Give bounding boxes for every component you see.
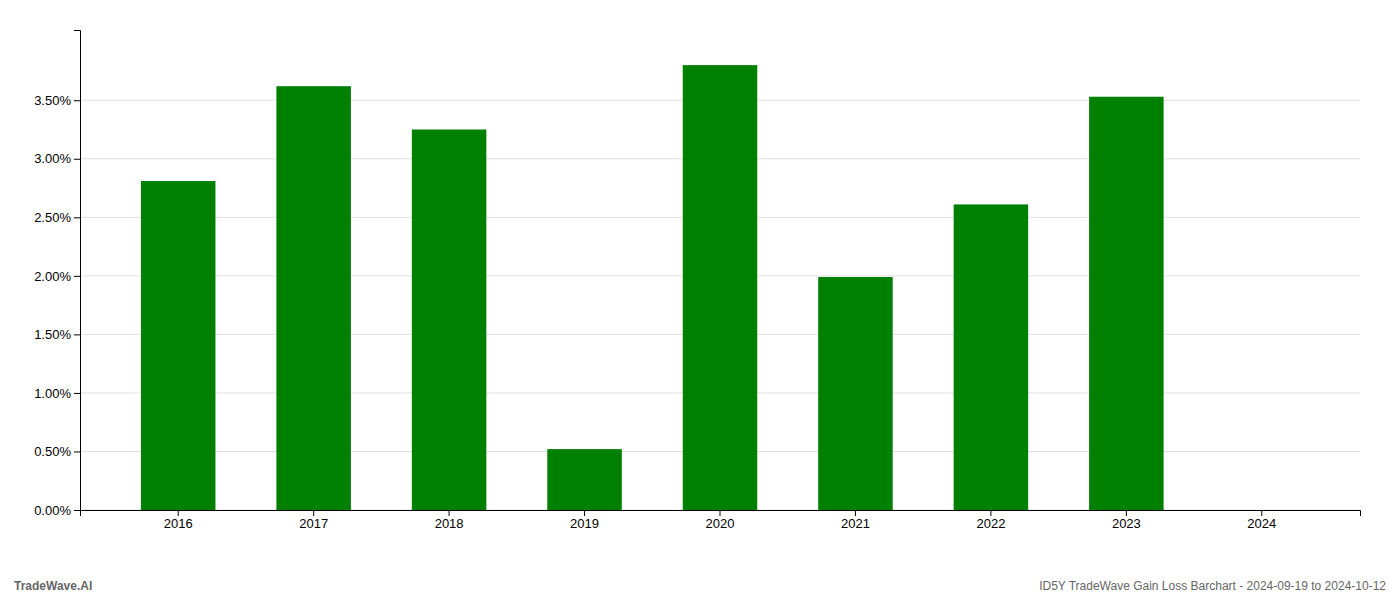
y-tick-label: 1.00% bbox=[34, 386, 71, 401]
bar bbox=[276, 86, 350, 510]
x-tick: 2023 bbox=[1112, 510, 1141, 531]
bar bbox=[1089, 97, 1163, 510]
x-axis-line bbox=[81, 511, 1361, 517]
y-tick-mark bbox=[74, 159, 80, 160]
x-tick-mark bbox=[449, 510, 450, 516]
bar bbox=[412, 130, 486, 510]
y-tick-mark bbox=[74, 217, 80, 218]
bars bbox=[141, 65, 1164, 510]
bar bbox=[547, 449, 621, 510]
y-tick: 2.00% bbox=[34, 269, 80, 284]
x-tick: 2016 bbox=[164, 510, 193, 531]
bar bbox=[818, 277, 892, 510]
y-axis-line bbox=[74, 31, 81, 511]
chart-container: 0.00% 0.50% 1.00% 1.50% 2.00% 2.50% 3.00% 3.50%… bbox=[0, 0, 1400, 600]
y-tick-label: 3.50% bbox=[34, 93, 71, 108]
x-tick-mark bbox=[990, 510, 991, 516]
x-tick-label: 2022 bbox=[976, 516, 1005, 531]
y-tick: 1.50% bbox=[34, 327, 80, 342]
x-tick-mark bbox=[1126, 510, 1127, 516]
y-tick-label: 1.50% bbox=[34, 327, 71, 342]
y-tick: 3.00% bbox=[34, 151, 80, 166]
plot-area: 0.00% 0.50% 1.00% 1.50% 2.00% 2.50% 3.00% 3.50%… bbox=[34, 31, 1360, 532]
y-tick: 1.00% bbox=[34, 386, 80, 401]
x-tick: 2020 bbox=[706, 510, 735, 531]
bar bbox=[1225, 510, 1299, 511]
annotation: ID5Y TradeWave Gain Loss Barchart - 2024… bbox=[1039, 579, 1386, 593]
x-tick-mark bbox=[720, 510, 721, 516]
x-tick-mark bbox=[1261, 510, 1262, 516]
x-tick: 2024 bbox=[1247, 510, 1276, 531]
x-tick: 2021 bbox=[841, 510, 870, 531]
bar bbox=[141, 181, 215, 510]
y-axis: 0.00% 0.50% 1.00% 1.50% 2.00% 2.50% 3.00% 3.50% bbox=[34, 31, 80, 518]
chart-svg: 0.00% 0.50% 1.00% 1.50% 2.00% 2.50% 3.00% 3.50%… bbox=[0, 0, 1400, 600]
y-tick-label: 0.00% bbox=[34, 503, 71, 518]
x-tick-mark bbox=[584, 510, 585, 516]
x-tick: 2017 bbox=[299, 510, 328, 531]
y-tick: 3.50% bbox=[34, 93, 80, 108]
annotation: TradeWave.AI bbox=[14, 579, 92, 593]
y-tick: 0.50% bbox=[34, 444, 80, 459]
x-tick-label: 2016 bbox=[164, 516, 193, 531]
y-tick-mark bbox=[74, 276, 80, 277]
x-axis: 2016 2017 2018 2019 2020 2021 2022 2023 2024 bbox=[81, 510, 1361, 531]
x-tick-label: 2017 bbox=[299, 516, 328, 531]
x-tick-mark bbox=[855, 510, 856, 516]
x-tick: 2022 bbox=[976, 510, 1005, 531]
y-tick-mark bbox=[74, 334, 80, 335]
y-tick: 0.00% bbox=[34, 503, 80, 518]
y-tick-mark bbox=[74, 451, 80, 452]
x-tick-label: 2018 bbox=[435, 516, 464, 531]
x-tick-mark bbox=[313, 510, 314, 516]
x-tick-mark bbox=[178, 510, 179, 516]
y-tick: 2.50% bbox=[34, 210, 80, 225]
bar bbox=[954, 204, 1028, 510]
x-tick: 2018 bbox=[435, 510, 464, 531]
x-tick-label: 2020 bbox=[706, 516, 735, 531]
bar bbox=[683, 65, 757, 510]
y-tick-label: 2.00% bbox=[34, 269, 71, 284]
y-tick-mark bbox=[74, 393, 80, 394]
y-tick-label: 3.00% bbox=[34, 151, 71, 166]
x-tick-label: 2019 bbox=[570, 516, 599, 531]
annotations: TradeWave.AI ID5Y TradeWave Gain Loss Bar… bbox=[14, 579, 1386, 593]
y-tick-label: 0.50% bbox=[34, 444, 71, 459]
y-tick-label: 2.50% bbox=[34, 210, 71, 225]
x-tick: 2019 bbox=[570, 510, 599, 531]
y-tick-mark bbox=[74, 100, 80, 101]
x-tick-label: 2021 bbox=[841, 516, 870, 531]
y-tick-mark bbox=[74, 510, 80, 511]
x-tick-label: 2024 bbox=[1247, 516, 1276, 531]
x-tick-label: 2023 bbox=[1112, 516, 1141, 531]
